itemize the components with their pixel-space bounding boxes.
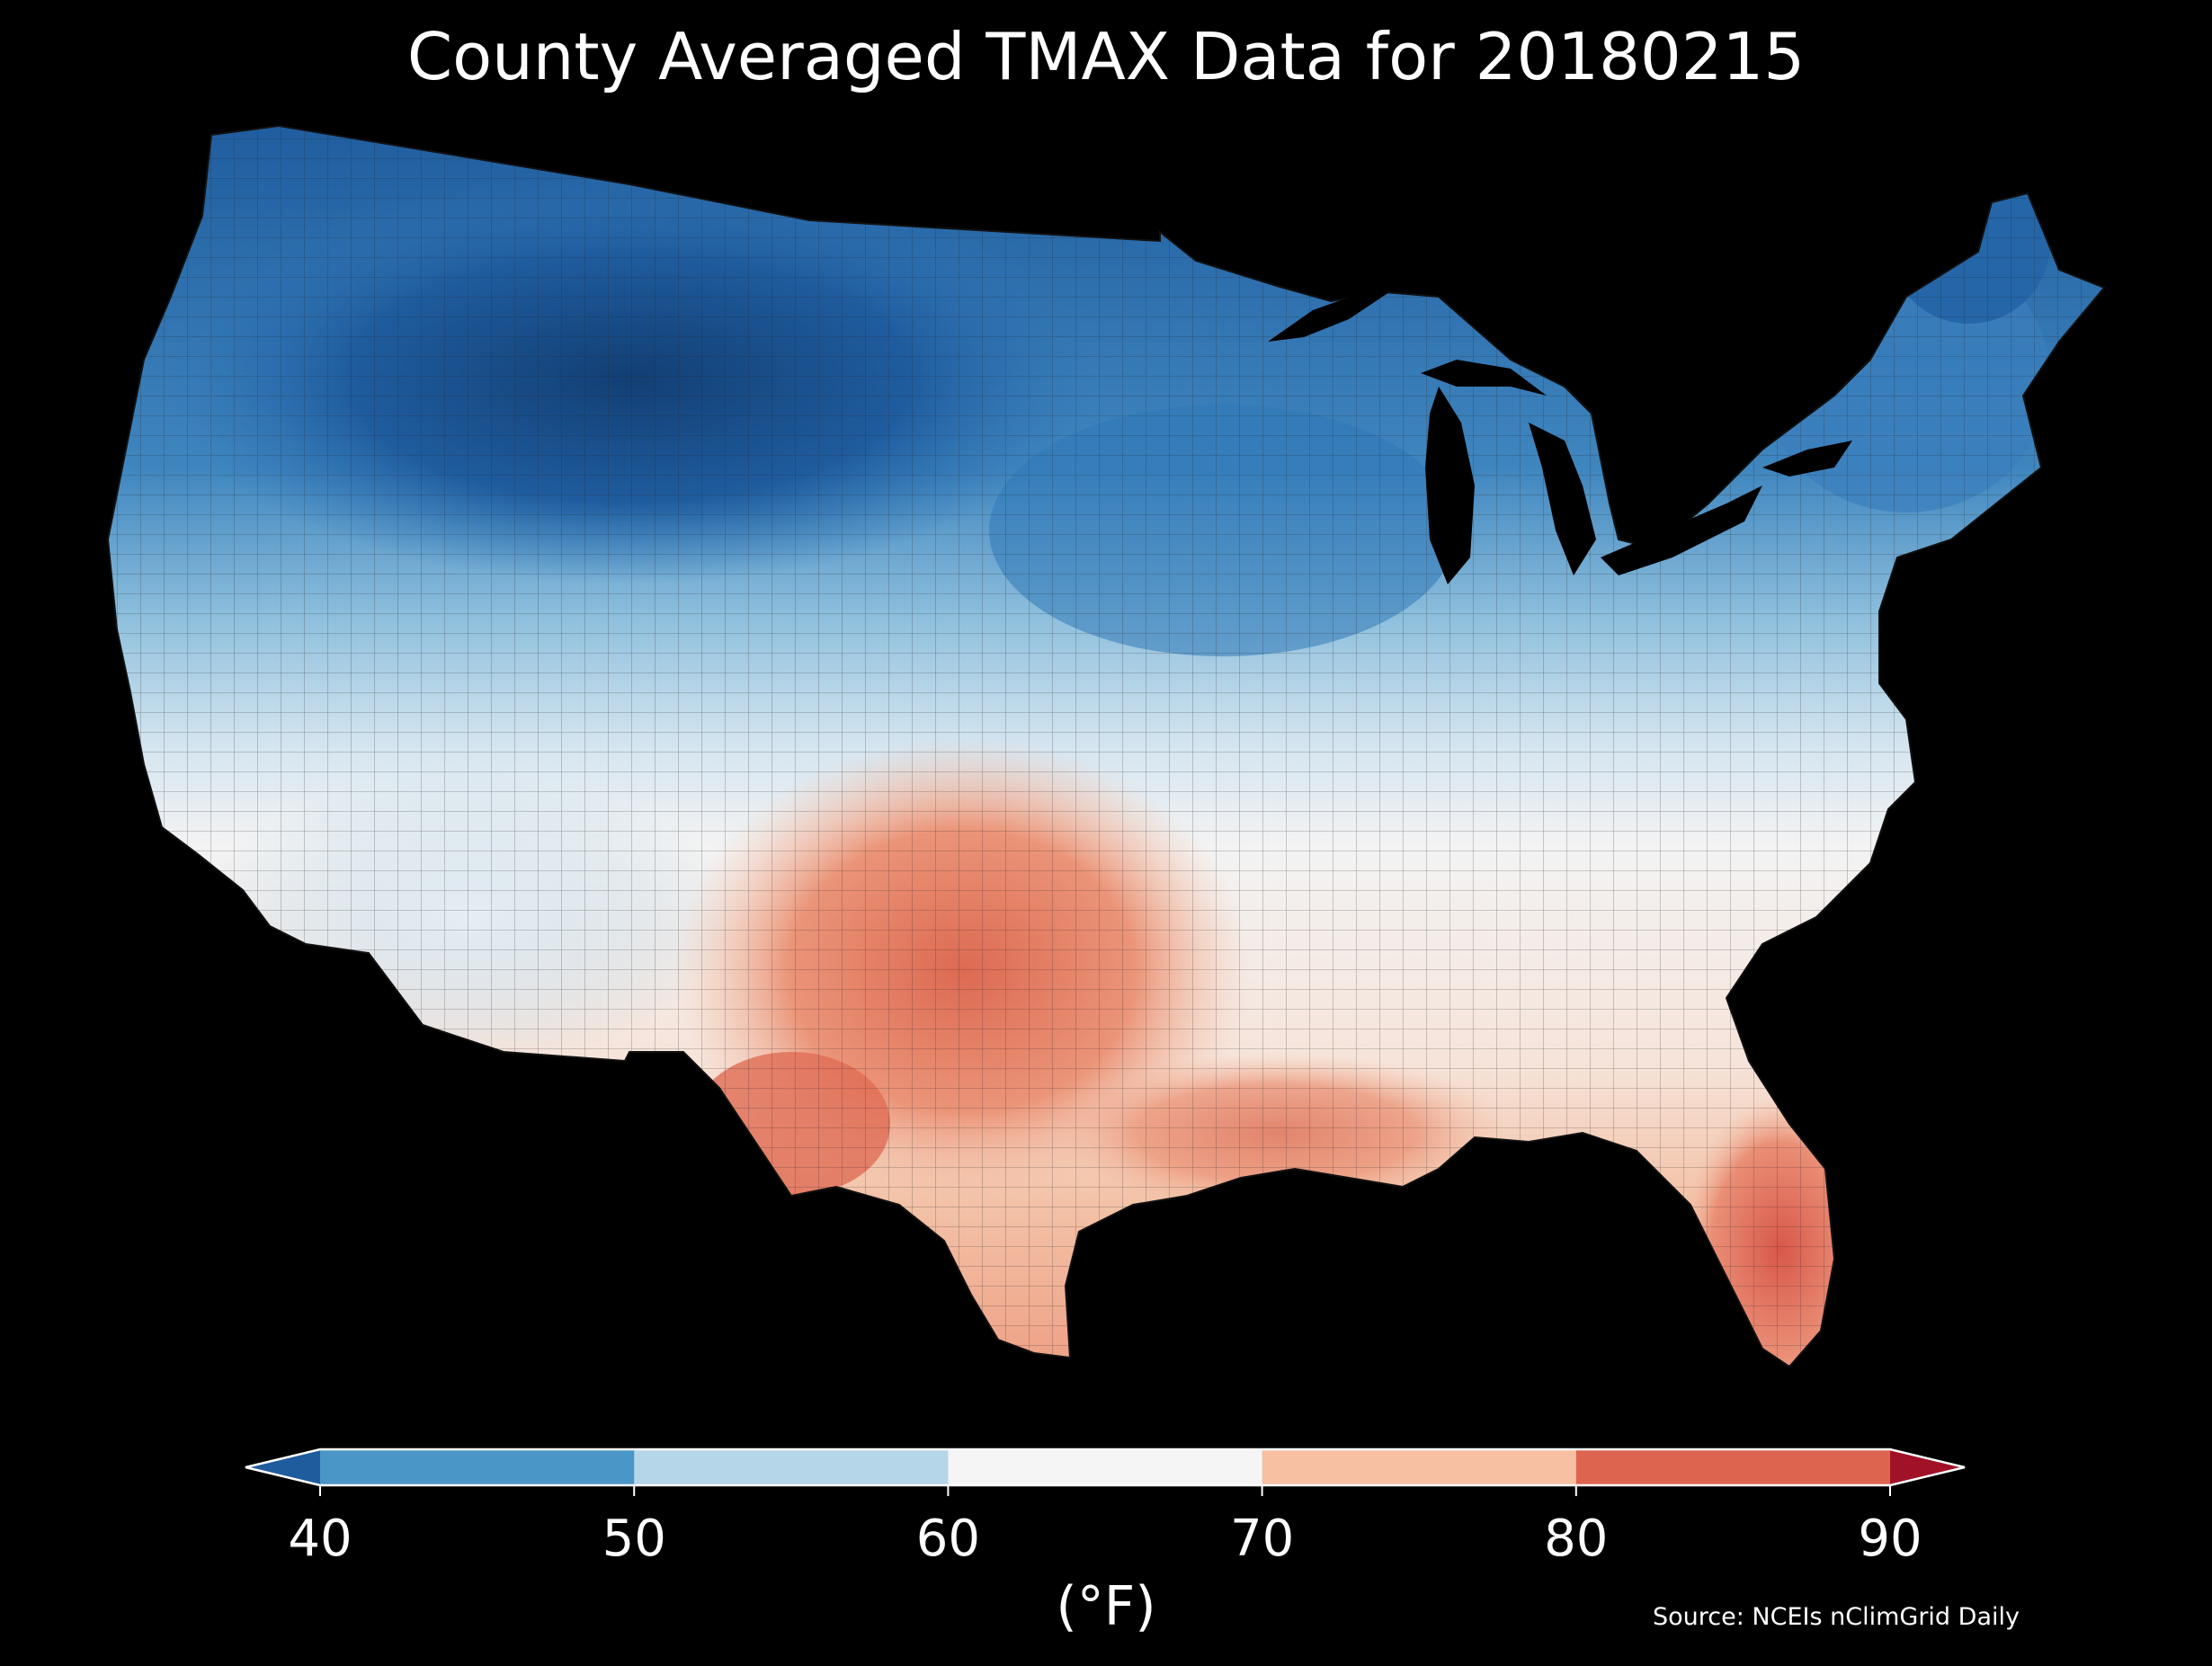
- colorbar-label: (°F): [1056, 1575, 1156, 1638]
- colorbar-tick-label: 50: [602, 1510, 666, 1568]
- colorbar-tick-label: 80: [1544, 1510, 1608, 1568]
- colorbar-bin: [1575, 1449, 1891, 1485]
- colorbar-bin: [948, 1449, 1263, 1485]
- colorbar-extend-low: [245, 1449, 320, 1485]
- colorbar-extend-high: [1890, 1449, 1965, 1485]
- colorbar-tick-label: 60: [916, 1510, 980, 1568]
- colorbar-bin: [320, 1449, 635, 1485]
- colorbar-bin: [1262, 1449, 1577, 1485]
- great-lakes: [1268, 288, 1852, 584]
- colorbar-tick-label: 40: [288, 1510, 352, 1568]
- colorbar-tick-label: 70: [1230, 1510, 1294, 1568]
- colorbar-bin: [634, 1449, 949, 1485]
- map-title: County Averaged TMAX Data for 20180215: [406, 19, 1806, 94]
- source-note: Source: NCEIs nClimGrid Daily: [1653, 1603, 2020, 1631]
- colorbar-tick-label: 90: [1858, 1510, 1922, 1568]
